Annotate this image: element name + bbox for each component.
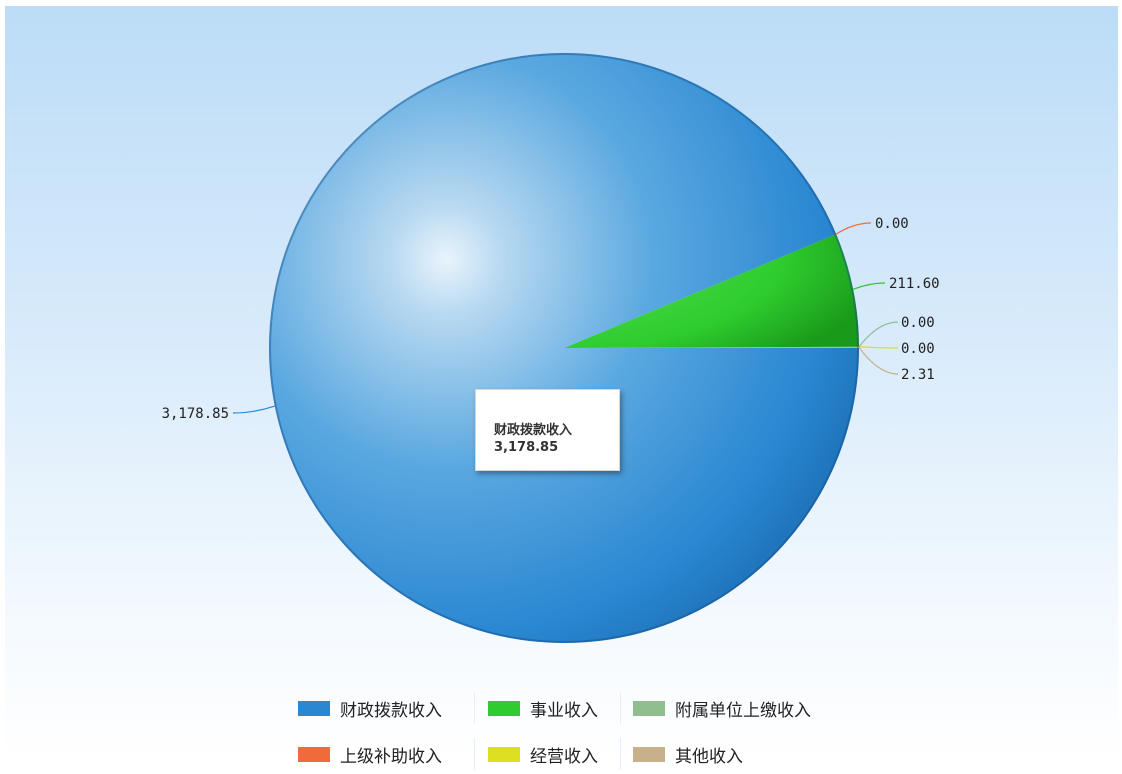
legend-divider	[620, 692, 621, 724]
tooltip-name: 财政拨款收入	[494, 423, 573, 438]
legend-divider	[620, 738, 621, 770]
leader-line-superior-subsidy	[835, 222, 872, 235]
legend-swatch	[488, 746, 520, 762]
leader-line-affiliated-remittance	[858, 321, 899, 348]
legend-divider	[474, 692, 475, 724]
chart-panel: 2.31 0.00 0.00 211.60 0.00 3,178.85 财政拨款收入 3,…	[5, 6, 1118, 770]
legend: 财政拨款收入 事业收入 附属单位上缴收入 上级补助收入 经营收入 其他收入	[288, 688, 848, 770]
legend-label: 上级补助收入	[340, 746, 442, 767]
legend-item-affiliated[interactable]: 附属单位上缴收入	[633, 688, 811, 728]
leader-line-business-income	[852, 282, 886, 290]
tooltip-value: 3,178.85	[494, 440, 559, 455]
legend-label: 经营收入	[530, 746, 598, 767]
pie-rim	[269, 53, 859, 643]
data-label-fiscal-appropriation: 3,178.85	[162, 406, 229, 422]
legend-swatch	[633, 746, 665, 762]
data-label-affiliated-remittance: 0.00	[901, 315, 935, 331]
data-label-other-income: 2.31	[901, 367, 935, 383]
pie-chart: 2.31 0.00 0.00 211.60 0.00 3,178.85	[162, 52, 940, 643]
legend-item-fiscal[interactable]: 财政拨款收入	[298, 688, 442, 728]
legend-label: 事业收入	[530, 700, 598, 721]
leader-line-fiscal-appropriation	[232, 405, 275, 414]
legend-swatch	[298, 746, 330, 762]
data-label-operating-income: 0.00	[901, 341, 935, 357]
legend-swatch	[488, 700, 520, 716]
legend-item-other[interactable]: 其他收入	[633, 734, 743, 774]
legend-swatch	[633, 700, 665, 716]
legend-item-business[interactable]: 事业收入	[488, 688, 598, 728]
legend-divider	[474, 738, 475, 770]
leader-line-operating-income	[858, 346, 899, 349]
pie-slice-fiscal-appropriation[interactable]	[268, 52, 859, 643]
data-label-business-income: 211.60	[889, 276, 940, 292]
data-label-superior-subsidy: 0.00	[875, 216, 909, 232]
legend-item-superior-subsidy[interactable]: 上级补助收入	[298, 734, 442, 774]
legend-label: 财政拨款收入	[340, 700, 442, 721]
tooltip: 财政拨款收入 3,178.85	[475, 389, 620, 471]
legend-item-operating[interactable]: 经营收入	[488, 734, 598, 774]
pie-slice-business-income[interactable]	[564, 234, 859, 348]
legend-label: 其他收入	[675, 746, 743, 767]
pie-slice-other-income[interactable]	[564, 346, 859, 348]
legend-swatch	[298, 700, 330, 716]
legend-label: 附属单位上缴收入	[675, 700, 811, 721]
leader-line-other-income	[858, 347, 899, 375]
